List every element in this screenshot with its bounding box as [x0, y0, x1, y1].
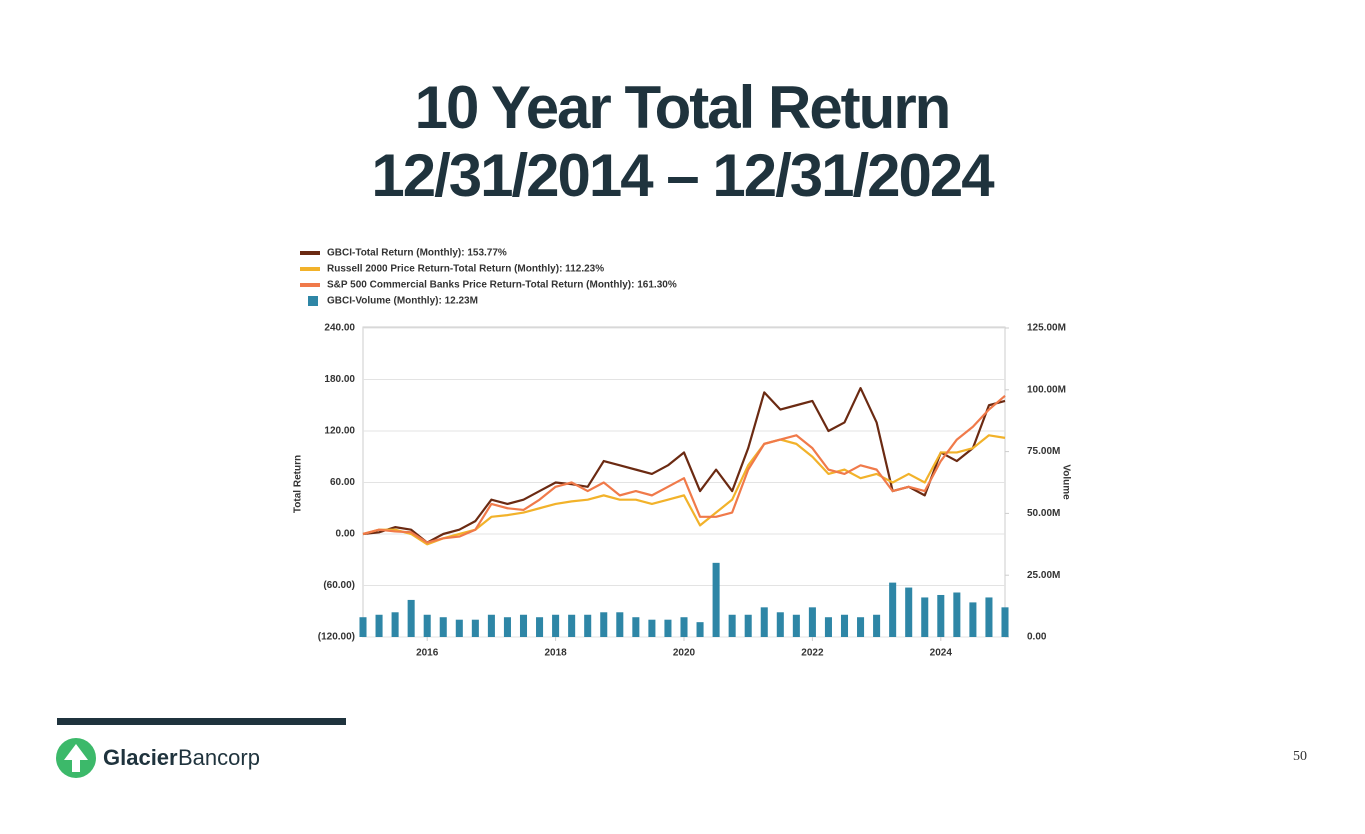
volume-bar [519, 614, 528, 637]
y-axis-label: Total Return [293, 455, 304, 513]
y2-tick-label: 75.00M [1027, 446, 1060, 457]
volume-bar [760, 607, 768, 637]
volume-bar [471, 619, 479, 637]
y-tick-label: (120.00) [318, 632, 355, 643]
volume-bar [696, 622, 704, 637]
legend-label: Russell 2000 Price Return-Total Return (… [327, 264, 604, 275]
y-tick-label: 120.00 [324, 426, 355, 437]
title: 10 Year Total Return [415, 74, 950, 141]
x-tick-label: 2024 [930, 648, 953, 659]
x-tick-label: 2016 [416, 648, 439, 659]
x-tick-label: 2020 [673, 648, 696, 659]
volume-bar [824, 617, 832, 637]
volume-bar [808, 607, 816, 637]
y2-axis-label: Volume [1060, 464, 1071, 500]
volume-bar [648, 619, 656, 637]
logo-text: Glacier [103, 745, 178, 770]
page-number: 50 [1293, 749, 1307, 764]
y2-tick-label: 0.00 [1027, 632, 1047, 643]
volume-bar [873, 614, 881, 637]
volume-bar [359, 617, 367, 637]
volume-bar [487, 614, 495, 637]
line-series [362, 394, 1006, 544]
volume-bar [503, 617, 511, 637]
volume-bar [680, 617, 688, 637]
volume-bar [552, 614, 560, 637]
volume-bar [905, 587, 913, 637]
y-tick-label: 240.00 [324, 323, 355, 334]
volume-bar [600, 612, 608, 637]
volume-bar [969, 602, 977, 637]
y-tick-label: 60.00 [330, 477, 355, 488]
volume-bar [455, 619, 463, 637]
volume-bar [536, 617, 544, 637]
volume-bar [792, 614, 800, 637]
footer-rule [57, 718, 346, 725]
volume-bar [712, 562, 720, 637]
legend-label: S&P 500 Commercial Banks Price Return-To… [327, 280, 677, 291]
volume-bar [1001, 607, 1009, 637]
legend-label: GBCI-Volume (Monthly): 12.23M [327, 296, 478, 307]
volume-bar [616, 612, 624, 637]
volume-bar [728, 614, 736, 637]
y-tick-label: (60.00) [323, 580, 355, 591]
y2-tick-label: 25.00M [1027, 570, 1060, 581]
volume-bar [776, 612, 784, 637]
volume-bar [632, 617, 640, 637]
x-tick-label: 2022 [801, 648, 824, 659]
y2-tick-label: 125.00M [1027, 323, 1066, 334]
volume-bar [937, 594, 945, 637]
volume-bar [423, 614, 431, 637]
logo-icon-tree [64, 744, 88, 772]
volume-bar [985, 597, 993, 637]
y2-tick-label: 50.00M [1027, 508, 1060, 519]
logo-text: Bancorp [178, 745, 260, 770]
volume-bar [857, 617, 865, 637]
volume-bar [921, 597, 929, 637]
volume-bar [664, 619, 672, 637]
volume-bar [375, 614, 383, 637]
volume-bar [889, 582, 897, 637]
x-tick-label: 2018 [544, 648, 567, 659]
y2-tick-label: 100.00M [1027, 384, 1066, 395]
volume-bar [584, 614, 592, 637]
volume-bar [407, 599, 415, 637]
volume-bar [391, 612, 399, 637]
y-tick-label: 0.00 [336, 529, 356, 540]
legend-swatch [308, 296, 318, 306]
y-tick-label: 180.00 [324, 374, 355, 385]
volume-bar [439, 617, 447, 637]
volume-bar [744, 614, 752, 637]
title: 12/31/2014 – 12/31/2024 [371, 142, 995, 209]
volume-bar [953, 592, 961, 637]
volume-bar [568, 614, 576, 637]
line-series [362, 386, 1006, 544]
legend-label: GBCI-Total Return (Monthly): 153.77% [327, 248, 507, 259]
volume-bar [840, 614, 849, 637]
